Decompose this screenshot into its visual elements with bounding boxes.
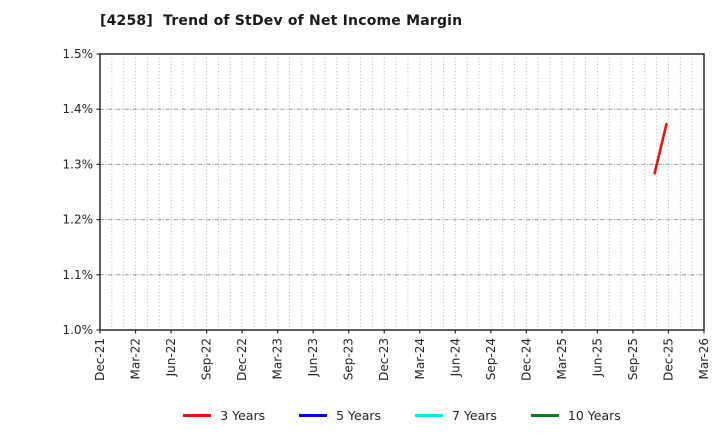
x-tick-label: Dec-25 [661,338,675,381]
x-tick-label: Mar-24 [413,338,427,379]
x-tick-label: Mar-26 [697,338,711,379]
legend: 3 Years 5 Years 7 Years 10 Years [100,401,704,429]
legend-label-5-years: 5 Years [336,407,382,423]
x-tick-label: Sep-24 [484,338,498,380]
x-tick-label: Dec-24 [519,338,533,381]
x-tick-label: Jun-24 [448,338,462,377]
x-tick-label: Mar-23 [271,338,285,379]
x-tick-label: Sep-23 [342,338,356,380]
legend-item-7-years: 7 Years [415,408,497,423]
x-tick-label: Mar-25 [555,338,569,379]
x-axis-labels: Dec-21 Mar-22 Jun-22 Sep-22 Dec-22 Mar-23 Jun-… [93,338,711,381]
chart-title: [4258] Trend of StDev of Net Income Marg… [100,13,463,29]
x-tick-label: Jun-23 [306,338,320,377]
y-tick-label: 1.2% [63,213,94,227]
y-tick-label: 1.0% [63,323,94,337]
x-tick-label: Dec-21 [93,338,107,381]
tick-layer [96,53,705,334]
legend-swatch-5-years [299,413,328,417]
legend-swatch-7-years [415,413,444,417]
x-tick-label: Jun-25 [590,338,604,377]
y-tick-label: 1.5% [63,47,94,61]
grid-layer [100,54,704,330]
legend-swatch-3-years [183,413,212,417]
x-tick-label: Mar-22 [129,338,143,379]
series-line-3-years [653,122,668,175]
x-tick-label: Jun-22 [164,338,178,377]
legend-label-7-years: 7 Years [452,407,497,423]
legend-item-10-years: 10 Years [530,407,621,423]
legend-swatch-10-years [530,413,559,417]
legend-label-10-years: 10 Years [567,407,621,423]
y-tick-label: 1.3% [63,157,94,171]
x-tick-label: Sep-25 [626,338,640,380]
y-tick-label: 1.4% [63,102,94,116]
legend-label-3-years: 3 Years [220,407,266,423]
series-layer [653,122,668,175]
plot-border [99,53,705,331]
legend-item-5-years: 5 Years [299,408,381,423]
x-tick-label: Dec-23 [377,338,391,381]
axes-frame [99,53,705,331]
y-axis-labels: 1.0% 1.1% 1.2% 1.3% 1.4% 1.5% [63,47,94,337]
y-tick-label: 1.1% [63,268,94,282]
legend-item-3-years: 3 Years [183,408,265,423]
x-tick-label: Sep-22 [200,338,214,380]
x-tick-label: Dec-22 [235,338,249,381]
